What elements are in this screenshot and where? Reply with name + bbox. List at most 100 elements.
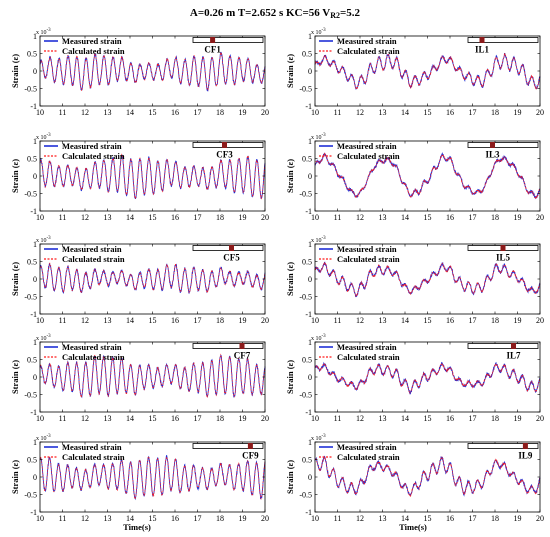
x-tick-label: 16 (446, 108, 454, 117)
y-axis-label: Strain (ε) (10, 54, 20, 88)
legend-measured-label: Measured strain (62, 442, 122, 452)
y-tick-label: 0.5 (302, 154, 312, 163)
legend-measured-label: Measured strain (337, 342, 397, 352)
legend-calculated-label: Calculated strain (62, 452, 125, 462)
legend-measured-label: Measured strain (337, 442, 397, 452)
x-tick-label: 16 (171, 316, 179, 325)
x-tick-label: 16 (446, 213, 454, 222)
pipe-schematic-bar (467, 142, 539, 148)
y-tick-label: 0.5 (302, 455, 312, 464)
panel-label-cf5: CF5 (223, 253, 240, 263)
pipe-schematic-bar (192, 142, 264, 148)
x-tick-label: 13 (104, 514, 112, 523)
x-tick-label: 19 (239, 213, 247, 222)
y-axis-label: Strain (ε) (285, 159, 295, 193)
x-tick-label: 16 (446, 316, 454, 325)
y-scale-factor: x 10-3 (311, 334, 326, 342)
y-scale-factor: x 10-3 (36, 434, 51, 442)
y-tick-label: -1 (30, 408, 37, 417)
y-tick-label: -1 (305, 310, 312, 319)
x-tick-label: 18 (216, 414, 224, 423)
y-scale-factor: x 10-3 (36, 236, 51, 244)
y-tick-label: 1 (308, 32, 312, 41)
y-tick-label: -1 (30, 310, 37, 319)
y-tick-label: 0 (308, 373, 312, 382)
panel-label-il7: IL7 (506, 351, 521, 361)
x-tick-label: 18 (491, 414, 499, 423)
y-axis-label: Strain (ε) (10, 159, 20, 193)
y-tick-label: -1 (30, 102, 37, 111)
legend-calculated-label: Calculated strain (62, 151, 125, 161)
x-tick-label: 20 (536, 213, 544, 222)
y-axis-label: Strain (ε) (285, 460, 295, 494)
x-tick-label: 18 (216, 108, 224, 117)
legend-calculated-label: Calculated strain (337, 452, 400, 462)
subplot-cf1: 10 11 12 13 14 15 16 17 18 19 20 1 0.5 0 -0.5 -1 Strain … (10, 28, 269, 117)
sensor-position-marker (522, 443, 528, 449)
y-tick-label: -0.5 (299, 390, 312, 399)
y-tick-label: 1 (33, 438, 37, 447)
y-tick-label: 0 (33, 275, 37, 284)
pipe-schematic-bar (192, 37, 264, 43)
x-tick-label: 20 (261, 213, 269, 222)
y-axis-label: Strain (ε) (285, 360, 295, 394)
y-tick-label: 0.5 (302, 355, 312, 364)
x-tick-label: 20 (536, 108, 544, 117)
x-tick-label: 11 (59, 316, 67, 325)
x-tick-label: 15 (424, 316, 432, 325)
x-tick-label: 17 (469, 213, 477, 222)
panel-label-cf1: CF1 (204, 45, 221, 55)
x-tick-label: 20 (536, 414, 544, 423)
x-tick-label: 19 (514, 414, 522, 423)
x-tick-label: 14 (401, 414, 409, 423)
subplot-il9: 10 11 12 13 14 15 16 17 18 19 20 1 0.5 0 -0.5 -1 Strain … (285, 434, 544, 523)
x-tick-label: 14 (126, 514, 134, 523)
sensor-position-marker (239, 343, 245, 349)
y-tick-label: -0.5 (24, 490, 37, 499)
x-tick-label: 16 (171, 514, 179, 523)
x-tick-label: 10 (36, 316, 44, 325)
sensor-position-marker (210, 37, 216, 43)
sensor-position-marker (222, 142, 227, 148)
subplot-cf9: 10 11 12 13 14 15 16 17 18 19 20 1 0.5 0 -0.5 -1 Strain … (10, 434, 269, 523)
sensor-position-marker (479, 37, 485, 43)
x-tick-label: 15 (424, 108, 432, 117)
x-tick-label: 16 (171, 213, 179, 222)
x-tick-label: 15 (149, 514, 157, 523)
subplot-cf3: 10 11 12 13 14 15 16 17 18 19 20 1 0.5 0 -0.5 -1 Strain … (10, 133, 269, 222)
panel-label-cf3: CF3 (216, 150, 233, 160)
x-tick-label: 14 (126, 108, 134, 117)
y-tick-label: 0 (33, 67, 37, 76)
y-tick-label: 0 (33, 172, 37, 181)
x-tick-label: 13 (379, 213, 387, 222)
y-tick-label: -0.5 (299, 189, 312, 198)
y-tick-label: 1 (33, 240, 37, 249)
x-tick-label: 12 (356, 316, 364, 325)
x-tick-label: 17 (469, 316, 477, 325)
x-tick-label: 17 (194, 108, 202, 117)
x-tick-label: 14 (126, 414, 134, 423)
subplot-il1: 10 11 12 13 14 15 16 17 18 19 20 1 0.5 0 -0.5 -1 Strain … (285, 28, 544, 117)
x-tick-label: 11 (334, 316, 342, 325)
y-tick-label: -0.5 (24, 292, 37, 301)
x-tick-label: 18 (491, 514, 499, 523)
legend-measured-label: Measured strain (337, 141, 397, 151)
x-tick-label: 10 (311, 213, 319, 222)
x-tick-label: 18 (491, 316, 499, 325)
calculated-strain-line (314, 152, 541, 199)
x-tick-label: 13 (104, 213, 112, 222)
y-tick-label: -1 (305, 408, 312, 417)
legend-measured-label: Measured strain (337, 244, 397, 254)
x-tick-label: 15 (149, 108, 157, 117)
measured-strain-line (314, 152, 541, 200)
x-tick-label: 12 (356, 213, 364, 222)
x-tick-label: 16 (446, 414, 454, 423)
x-tick-label: 11 (59, 514, 67, 523)
